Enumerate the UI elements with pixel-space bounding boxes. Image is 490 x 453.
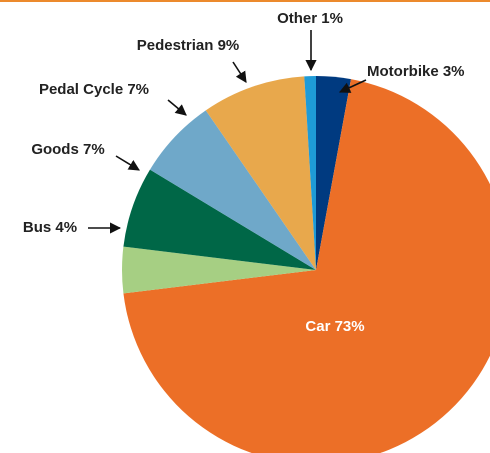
arrow <box>338 79 367 93</box>
top-rule <box>0 0 490 2</box>
leader-arrows <box>88 30 367 234</box>
arrow <box>167 99 187 116</box>
slice-label: Motorbike 3% <box>367 63 465 80</box>
category-label: Pedestrian <box>137 37 214 54</box>
pie-slice <box>205 76 316 270</box>
slice-label: Goods 7% <box>31 141 104 158</box>
pie-slice <box>123 79 490 453</box>
category-label: Bus <box>23 219 51 236</box>
slice-label: Bus 4% <box>23 219 77 236</box>
value-label: 7% <box>83 141 105 158</box>
arrow <box>232 61 247 83</box>
category-label: Pedal Cycle <box>39 81 123 98</box>
pie-slice <box>122 246 316 294</box>
slice-label: Other 1% <box>277 10 343 27</box>
pie-slice <box>123 169 316 270</box>
slice-label: Pedal Cycle 7% <box>39 81 149 98</box>
category-label: Goods <box>31 141 79 158</box>
value-label: 1% <box>321 10 343 27</box>
category-label: Motorbike <box>367 63 439 80</box>
labels: Motorbike 3%Car 73%Bus 4%Goods 7%Pedal C… <box>23 10 465 335</box>
slice-label: Car 73% <box>305 318 364 335</box>
pie-slice <box>316 76 351 270</box>
pie-slice <box>304 76 316 270</box>
pie <box>122 76 490 453</box>
value-label: 73% <box>335 318 365 335</box>
value-label: 7% <box>127 81 149 98</box>
category-label: Other <box>277 10 317 27</box>
value-label: 3% <box>443 63 465 80</box>
value-label: 4% <box>55 219 77 236</box>
value-label: 9% <box>218 37 240 54</box>
slice-label: Pedestrian 9% <box>137 37 240 54</box>
category-label: Car <box>305 318 330 335</box>
arrow <box>115 155 140 171</box>
pie-slice <box>149 110 316 271</box>
